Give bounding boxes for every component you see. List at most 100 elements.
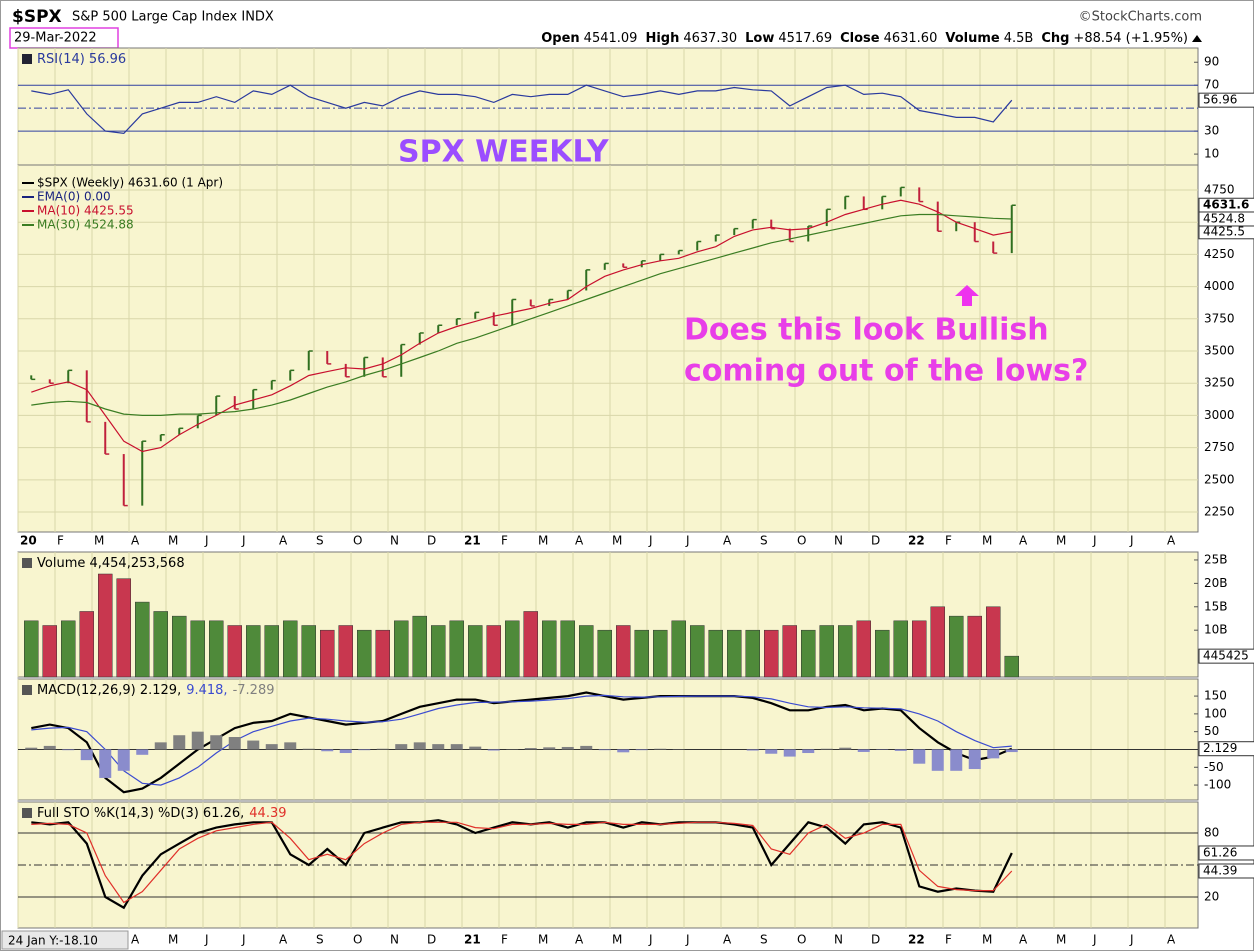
legend-icon bbox=[22, 685, 32, 695]
legend-label: 44.39 bbox=[249, 806, 286, 821]
histogram-bar bbox=[395, 744, 408, 750]
x-tick-label: M bbox=[612, 534, 622, 548]
value-tag-box bbox=[1198, 845, 1254, 861]
volume-bar bbox=[172, 615, 187, 678]
histogram-bar bbox=[894, 749, 907, 751]
volume-bar bbox=[61, 620, 76, 678]
y-tick-label: 70 bbox=[1204, 78, 1219, 92]
price-bar bbox=[381, 357, 387, 378]
y-tick-label: -50 bbox=[1204, 760, 1224, 774]
price-bar bbox=[437, 324, 443, 333]
y-tick-label: 100 bbox=[1204, 706, 1227, 720]
histogram-bar bbox=[358, 749, 371, 751]
histogram-bar bbox=[80, 749, 93, 761]
legend-label: RSI(14) 56.96 bbox=[37, 52, 126, 67]
histogram-bar bbox=[765, 749, 778, 754]
value-tag: 4524.8 bbox=[1203, 211, 1245, 225]
x-tick-label: 21 bbox=[464, 534, 481, 548]
y-tick-label: 30 bbox=[1204, 124, 1219, 138]
y-tick-label: 25B bbox=[1204, 552, 1228, 566]
x-tick-label: A bbox=[1167, 933, 1176, 947]
histogram-bar bbox=[543, 747, 556, 750]
legend: Volume 4,454,253,568 bbox=[37, 556, 185, 571]
x-tick-label: S bbox=[316, 933, 324, 947]
volume-bar bbox=[745, 629, 760, 678]
volume-bar bbox=[986, 606, 1001, 678]
x-tick-label: M bbox=[168, 534, 178, 548]
volume-bar bbox=[542, 620, 557, 678]
volume-bar bbox=[468, 625, 483, 678]
price-bar bbox=[67, 369, 73, 384]
histogram-bar bbox=[117, 749, 130, 771]
annotation: coming out of the lows? bbox=[684, 354, 1088, 389]
volume-bar bbox=[227, 625, 242, 678]
date: 29-Mar-2022 bbox=[14, 31, 97, 46]
y-tick-label: 90 bbox=[1204, 55, 1219, 69]
volume-bar bbox=[264, 625, 279, 678]
volume-bar bbox=[375, 629, 390, 678]
volume-bar bbox=[486, 625, 501, 678]
y-tick-label: 15B bbox=[1204, 599, 1228, 613]
value-tag: 445425 bbox=[1203, 649, 1249, 663]
quote-label: High bbox=[645, 31, 679, 46]
legend-label: Full STO %K(14,3) %D(3) 61.26, bbox=[37, 806, 244, 821]
price-bar bbox=[196, 414, 202, 429]
quote-value: 4637.30 bbox=[683, 31, 737, 46]
histogram-bar bbox=[950, 749, 963, 771]
x-tick-label: F bbox=[945, 933, 952, 947]
histogram-bar bbox=[931, 749, 944, 771]
histogram-bar bbox=[968, 749, 981, 770]
histogram-bar bbox=[580, 745, 593, 750]
legend-icon bbox=[22, 54, 32, 64]
x-tick-label: N bbox=[834, 534, 843, 548]
x-tick-label: A bbox=[723, 933, 732, 947]
histogram-bar bbox=[913, 749, 926, 764]
x-tick-label: M bbox=[982, 933, 992, 947]
quote-value: +88.54 (+1.95%) bbox=[1073, 31, 1188, 46]
x-tick-label: J bbox=[1129, 534, 1134, 548]
price-bar bbox=[122, 454, 128, 507]
value-tag: 56.96 bbox=[1203, 93, 1237, 107]
histogram-bar bbox=[561, 746, 574, 750]
histogram-bar bbox=[173, 735, 186, 750]
volume-bar bbox=[671, 620, 686, 678]
x-tick-label: A bbox=[1019, 933, 1028, 947]
x-tick-label: 21 bbox=[464, 933, 481, 947]
histogram-bar bbox=[820, 748, 833, 750]
y-tick-label: 10B bbox=[1204, 623, 1228, 637]
histogram-bar bbox=[339, 749, 352, 754]
histogram-bar bbox=[432, 744, 445, 750]
legend-label: 9.418, bbox=[186, 683, 227, 698]
volume-bar bbox=[727, 629, 742, 678]
x-tick-label: 22 bbox=[908, 933, 925, 947]
histogram-bar bbox=[654, 748, 667, 750]
quote-value: 4517.69 bbox=[778, 31, 832, 46]
x-tick-label: A bbox=[575, 933, 584, 947]
volume-bar bbox=[505, 620, 520, 678]
volume-bar bbox=[394, 620, 409, 678]
x-tick-label: M bbox=[1056, 933, 1066, 947]
volume-bar bbox=[1004, 655, 1019, 678]
volume-bar bbox=[856, 620, 871, 678]
value-tag-box bbox=[1198, 648, 1254, 664]
price-bar bbox=[733, 227, 739, 236]
histogram-bar bbox=[43, 745, 56, 750]
price-bar bbox=[640, 260, 646, 268]
x-tick-label: J bbox=[241, 534, 246, 548]
legend-label: Volume 4,454,253,568 bbox=[37, 556, 185, 571]
x-tick-label: M bbox=[1056, 534, 1066, 548]
y-tick-label: 80 bbox=[1204, 825, 1219, 839]
histogram-bar bbox=[635, 749, 648, 751]
index-name: S&P 500 Large Cap Index INDX bbox=[72, 10, 274, 25]
price-bar bbox=[622, 263, 628, 269]
x-tick-label: J bbox=[241, 933, 246, 947]
y-tick-label: 4000 bbox=[1204, 279, 1235, 293]
volume-bar bbox=[764, 629, 779, 678]
price-bar bbox=[714, 234, 720, 242]
up-icon bbox=[1192, 35, 1202, 42]
histogram-bar bbox=[413, 742, 426, 750]
histogram-bar bbox=[62, 749, 75, 751]
x-tick-label: A bbox=[279, 933, 288, 947]
volume-bar bbox=[912, 620, 927, 678]
